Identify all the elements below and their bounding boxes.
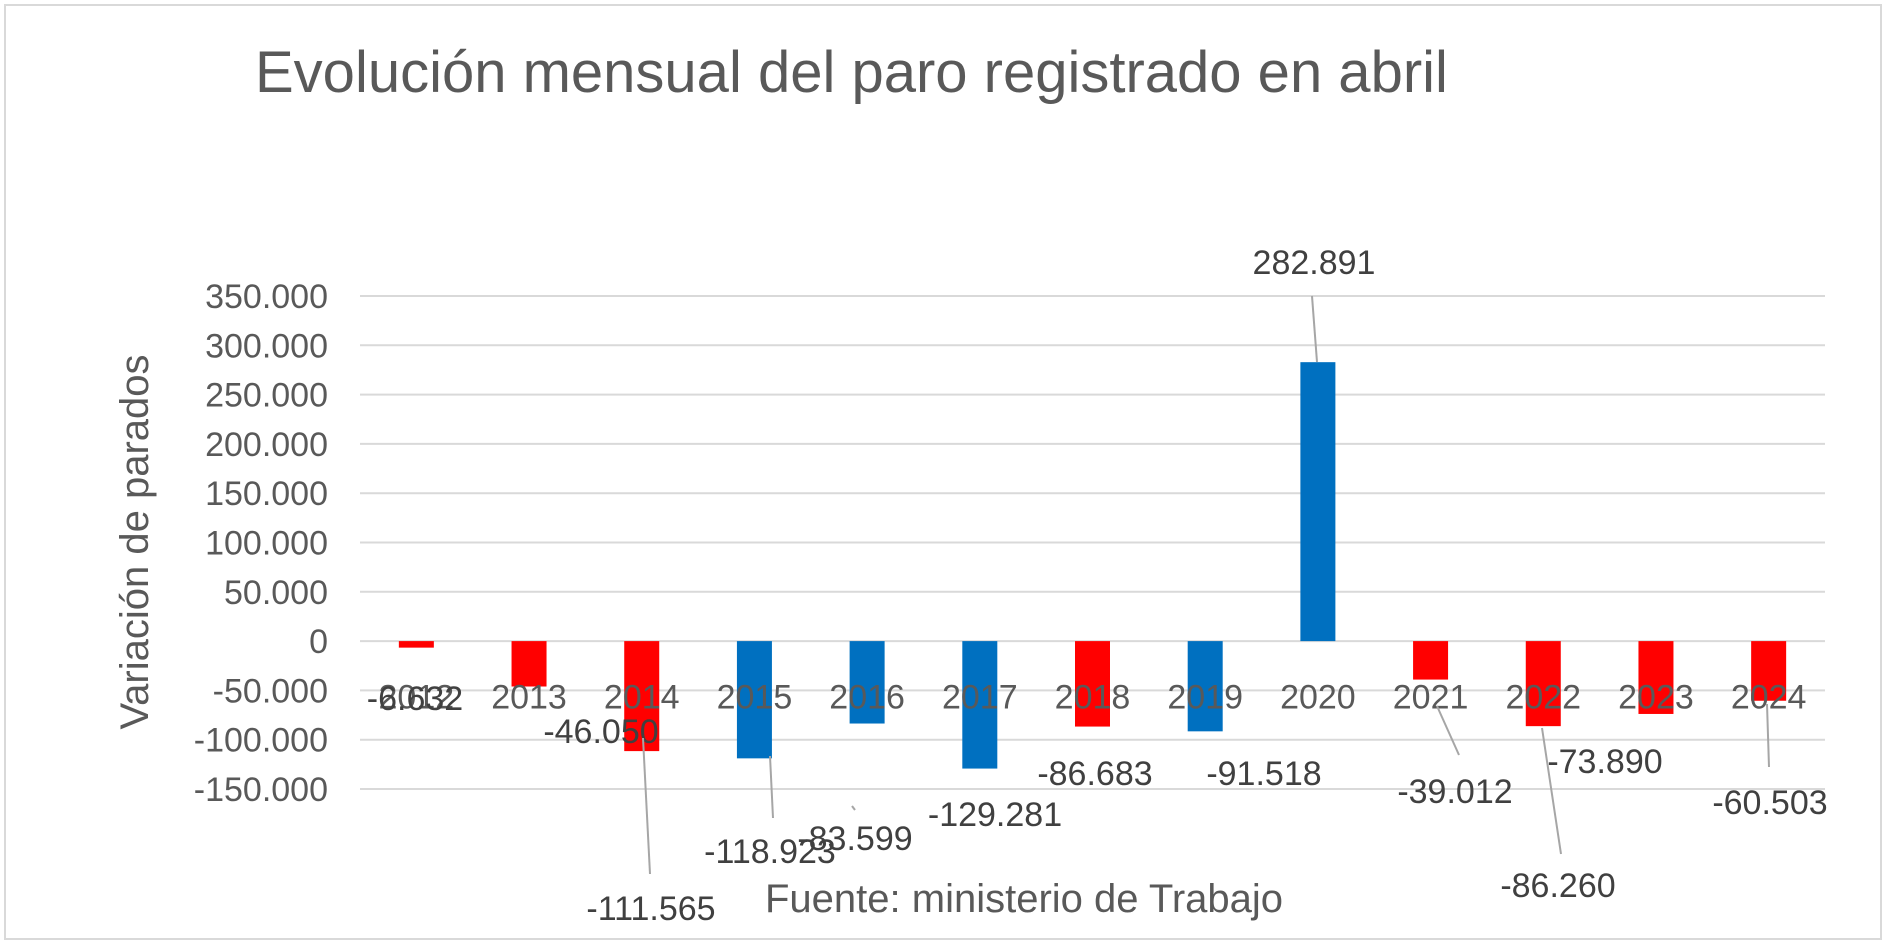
y-tick-label: 250.000 [205, 377, 328, 415]
bar-2017 [962, 641, 998, 769]
y-axis-label: Variación de parados [113, 354, 157, 729]
data-label: 282.891 [1253, 244, 1376, 282]
bar-2015 [736, 641, 772, 759]
x-axis-ticks: 2012 2013 2014 2015 2016 2017 2018 2019 2020 2021… [379, 678, 1807, 716]
data-label: -46.050 [543, 713, 658, 751]
data-label: -129.281 [928, 796, 1062, 834]
x-tick-label: 2014 [604, 678, 680, 716]
bar-2018 [1075, 641, 1110, 727]
data-labels: -6.632 -46.050 -111.565 -118.923-83.599 -129… [367, 244, 1828, 928]
y-tick-label: -100.000 [194, 722, 328, 760]
x-tick-label: 2023 [1618, 678, 1694, 716]
y-tick-label: 150.000 [205, 475, 328, 513]
data-label-leader [1766, 703, 1770, 768]
data-label: -73.890 [1547, 743, 1662, 781]
bar-2020 [1300, 362, 1336, 642]
y-tick-label: 50.000 [224, 574, 328, 612]
x-tick-label: 2019 [1167, 678, 1243, 716]
data-label: -83.599 [797, 820, 912, 858]
y-axis-ticks: 350.000 300.000 250.000 200.000 150.000 100.0… [194, 278, 328, 809]
data-label: -86.683 [1037, 755, 1152, 793]
data-label: -91.518 [1206, 755, 1321, 793]
bars [398, 362, 1787, 769]
bar-2022 [1525, 641, 1561, 727]
chart-title: Evolución mensual del paro registrado en… [255, 40, 1448, 105]
data-label-leader [769, 755, 774, 819]
data-label: -118.923 [704, 833, 836, 871]
x-tick-label: 2013 [491, 678, 567, 716]
data-label: -111.565 [586, 890, 715, 928]
y-tick-label: 0 [309, 623, 328, 661]
data-label: -60.503 [1712, 784, 1827, 822]
y-tick-label: 100.000 [205, 525, 328, 563]
bar-2014 [624, 641, 660, 752]
data-label-leader [642, 737, 651, 875]
bar-2021 [1413, 641, 1449, 680]
data-label-leader [1311, 295, 1318, 363]
x-tick-label: 2017 [942, 678, 1018, 716]
x-tick-label: 2018 [1055, 678, 1131, 716]
source-note: Fuente: ministerio de Trabajo [765, 877, 1283, 921]
x-tick-label: 2020 [1280, 678, 1356, 716]
bar-2024 [1751, 641, 1787, 701]
bar-2013 [511, 641, 547, 687]
data-label-leader [851, 805, 856, 811]
y-tick-label: -150.000 [194, 771, 328, 809]
x-tick-label: 2016 [829, 678, 905, 716]
x-tick-label: 2012 [379, 678, 455, 716]
chart-border [4, 4, 1882, 940]
y-tick-label: 300.000 [205, 327, 328, 365]
data-label: -6.632 [367, 680, 463, 718]
bar-2016 [849, 641, 885, 724]
data-label-leader [1541, 727, 1562, 855]
data-label: -86.260 [1500, 867, 1615, 905]
x-tick-label: 2022 [1505, 678, 1581, 716]
x-tick-label: 2021 [1393, 678, 1469, 716]
x-tick-label: 2015 [717, 678, 793, 716]
y-tick-label: 200.000 [205, 426, 328, 464]
bar-2023 [1638, 641, 1674, 714]
x-tick-label: 2024 [1731, 678, 1807, 716]
bar-2019 [1187, 641, 1223, 732]
bar-2012 [398, 641, 434, 648]
data-label-leader [1436, 705, 1460, 756]
y-tick-label: 350.000 [205, 278, 328, 316]
data-label: -39.012 [1397, 773, 1512, 811]
y-tick-label: -50.000 [213, 672, 328, 710]
